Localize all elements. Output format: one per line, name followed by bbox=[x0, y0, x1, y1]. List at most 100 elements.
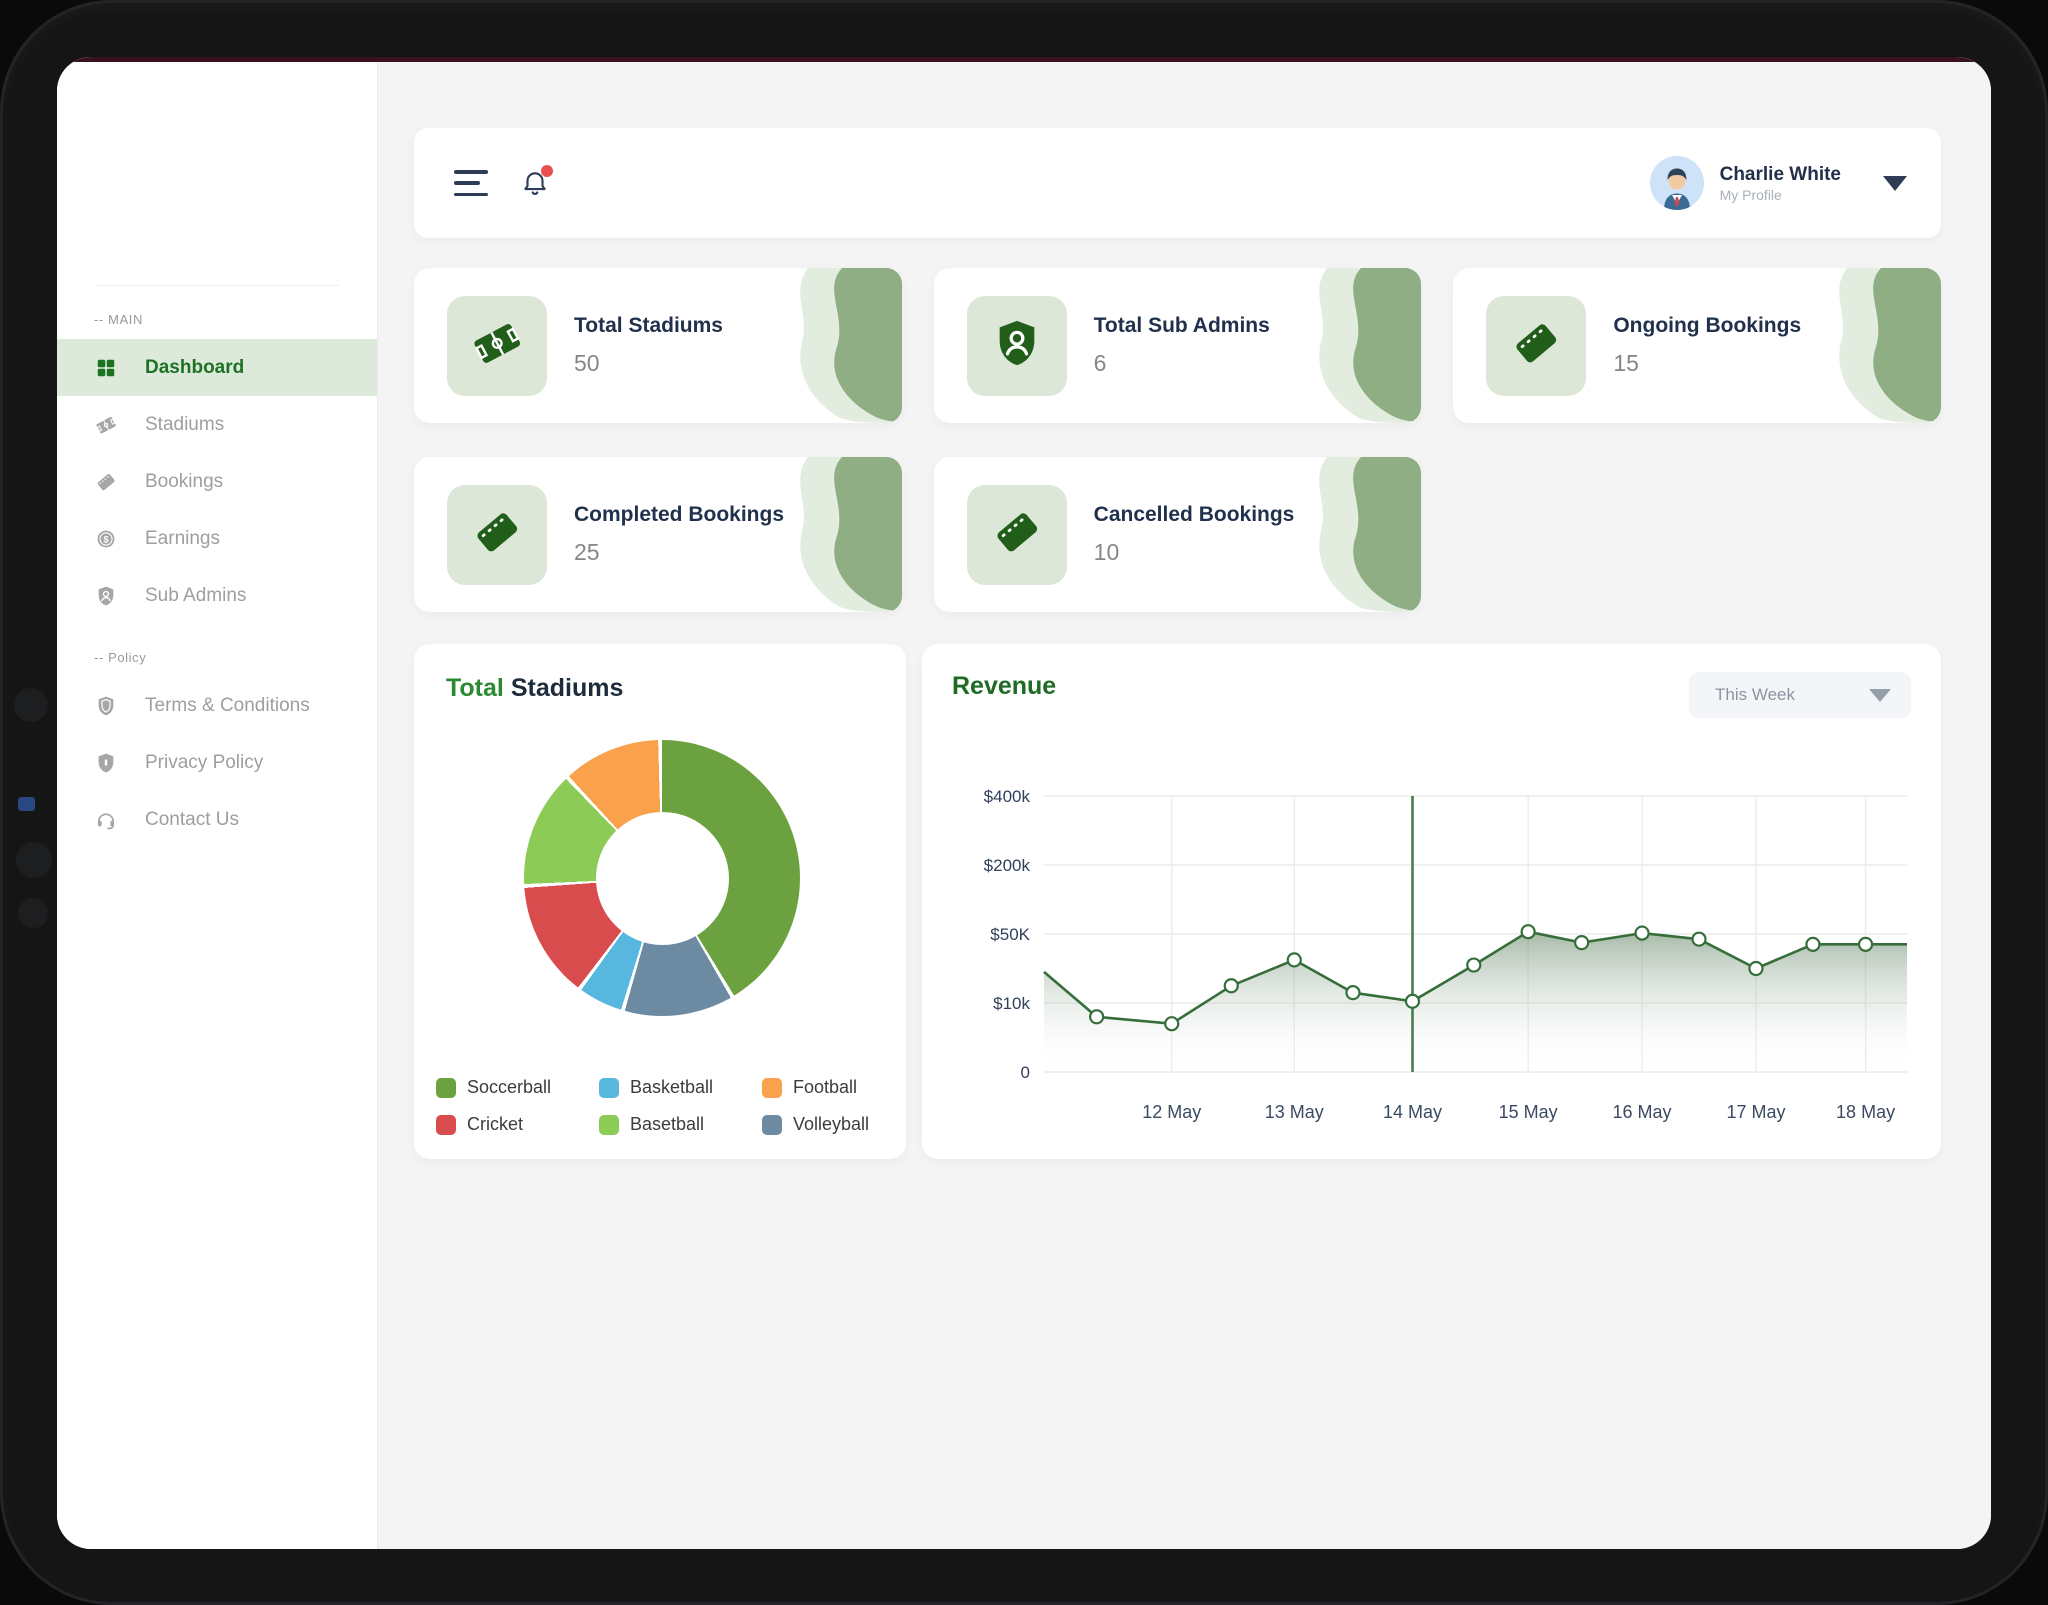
data-point-marker bbox=[1466, 957, 1482, 973]
stadium-icon bbox=[94, 413, 118, 437]
legend-item-volleyball: Volleyball bbox=[762, 1114, 869, 1135]
stat-card-cancelled-bookings: Cancelled Bookings 10 bbox=[933, 457, 1422, 612]
stat-title: Total Sub Admins bbox=[1093, 314, 1270, 337]
notification-dot bbox=[541, 165, 553, 177]
revenue-header: Revenue This Week bbox=[952, 672, 1911, 718]
stat-card-total-sub-admins: Total Sub Admins 6 bbox=[933, 268, 1422, 423]
legend-label: Cricket bbox=[467, 1114, 524, 1134]
svg-text:$: $ bbox=[103, 534, 108, 544]
x-axis-tick-label: 18 May bbox=[1836, 1102, 1895, 1122]
x-axis-tick-label: 15 May bbox=[1499, 1102, 1558, 1122]
sidebar-item-stadiums[interactable]: Stadiums bbox=[57, 396, 377, 453]
data-point-marker bbox=[1574, 935, 1590, 951]
sidebar-item-bookings[interactable]: Bookings bbox=[57, 453, 377, 510]
ticket-icon bbox=[1510, 317, 1562, 374]
donut-title-accent: Total bbox=[446, 674, 504, 702]
sidebar-section-label: -- MAIN bbox=[94, 312, 143, 327]
legend-item-cricket: Cricket bbox=[436, 1114, 593, 1135]
period-selector-dropdown[interactable]: This Week bbox=[1689, 672, 1911, 718]
avatar bbox=[1649, 156, 1704, 210]
sidebar-item-dashboard[interactable]: Dashboard bbox=[57, 339, 377, 396]
notification-bell-button[interactable] bbox=[520, 165, 553, 199]
sidebar-nav: -- MAIN Dashboard Stadiums Bookings $ Earning… bbox=[57, 286, 377, 848]
stat-card-completed-bookings: Completed Bookings 25 bbox=[414, 457, 902, 612]
ticket-icon bbox=[94, 470, 118, 494]
main-content: Charlie White My Profile Total Stadiums 5… bbox=[378, 57, 1991, 1549]
user-role: My Profile bbox=[1719, 186, 1782, 203]
sidebar-divider bbox=[95, 285, 339, 286]
y-axis-tick-label: $10k bbox=[993, 994, 1030, 1013]
stat-value: 6 bbox=[1093, 350, 1107, 376]
stat-texts: Total Sub Admins 6 bbox=[1094, 314, 1270, 377]
card-decor-blob bbox=[1839, 268, 1941, 423]
legend-swatch bbox=[762, 1077, 782, 1098]
donut-chart-title: Total Stadiums bbox=[446, 674, 874, 703]
data-point-marker bbox=[1691, 931, 1707, 947]
data-point-marker bbox=[1634, 925, 1650, 941]
headset-icon bbox=[94, 808, 118, 832]
bell-icon bbox=[524, 172, 546, 195]
card-decor-blob bbox=[1319, 268, 1422, 423]
hamburger-menu-button[interactable] bbox=[454, 170, 488, 196]
shield-user-icon bbox=[991, 317, 1043, 374]
shield-lock-icon bbox=[94, 751, 118, 775]
x-axis-tick-label: 17 May bbox=[1726, 1102, 1785, 1122]
x-axis-tick-label: 12 May bbox=[1142, 1102, 1201, 1122]
stat-icon-tile bbox=[447, 295, 547, 396]
donut-title-rest: Stadiums bbox=[510, 674, 624, 702]
sidebar-item-label: Stadiums bbox=[145, 413, 225, 435]
stat-value: 10 bbox=[1093, 539, 1120, 565]
profile-menu[interactable]: Charlie White My Profile bbox=[1649, 156, 1907, 210]
card-decor-blob bbox=[799, 457, 902, 612]
sidebar-item-label: Contact Us bbox=[145, 808, 239, 830]
legend-item-football: Football bbox=[762, 1077, 869, 1098]
data-point-marker bbox=[1404, 993, 1421, 1009]
stat-value: 50 bbox=[574, 350, 600, 376]
stat-title: Cancelled Bookings bbox=[1093, 503, 1295, 526]
total-stadiums-chart-card: Total Stadiums Soccerball Basketball Footb… bbox=[414, 644, 906, 1159]
legend-swatch bbox=[436, 1077, 456, 1098]
profile-chevron-down-icon bbox=[1883, 175, 1907, 191]
sidebar: -- MAIN Dashboard Stadiums Bookings $ Earning… bbox=[57, 57, 378, 1549]
data-point-marker bbox=[1223, 978, 1239, 994]
charts-row: Total Stadiums Soccerball Basketball Footb… bbox=[414, 644, 1941, 1159]
donut-legend: Soccerball Basketball Football Cricket Baset… bbox=[436, 1077, 869, 1135]
sidebar-item-terms-conditions[interactable]: Terms & Conditions bbox=[57, 677, 377, 734]
x-axis-tick-label: 16 May bbox=[1613, 1102, 1672, 1122]
stadium-icon bbox=[471, 317, 523, 374]
stat-value: 15 bbox=[1613, 350, 1639, 376]
stat-value: 25 bbox=[574, 539, 600, 565]
sidebar-item-label: Terms & Conditions bbox=[145, 694, 310, 716]
stat-texts: Completed Bookings 25 bbox=[574, 503, 784, 566]
legend-swatch bbox=[599, 1114, 619, 1135]
topbar: Charlie White My Profile bbox=[414, 128, 1941, 238]
ticket-icon bbox=[991, 506, 1043, 563]
legend-swatch bbox=[599, 1077, 619, 1098]
stat-card-ongoing-bookings: Ongoing Bookings 15 bbox=[1453, 268, 1941, 423]
revenue-title: Revenue bbox=[952, 672, 1057, 700]
legend-label: Basetball bbox=[630, 1114, 705, 1134]
sidebar-item-earnings[interactable]: $ Earnings bbox=[57, 510, 377, 567]
legend-item-soccerball: Soccerball bbox=[436, 1077, 593, 1098]
sidebar-item-sub-admins[interactable]: Sub Admins bbox=[57, 567, 377, 624]
legend-label: Volleyball bbox=[793, 1114, 870, 1134]
data-point-marker bbox=[1857, 936, 1874, 952]
stat-title: Ongoing Bookings bbox=[1613, 314, 1802, 337]
data-point-marker bbox=[1748, 960, 1764, 977]
user-name: Charlie White bbox=[1719, 164, 1841, 186]
bezel-led bbox=[18, 797, 35, 811]
stat-icon-tile bbox=[1486, 295, 1587, 396]
legend-item-basetball: Basetball bbox=[599, 1114, 756, 1135]
ticket-icon bbox=[471, 506, 523, 563]
stat-title: Total Stadiums bbox=[574, 314, 723, 337]
sidebar-item-contact-us[interactable]: Contact Us bbox=[57, 791, 377, 848]
y-axis-tick-label: $200k bbox=[984, 856, 1031, 875]
sidebar-item-label: Earnings bbox=[145, 527, 220, 549]
stat-card-total-stadiums: Total Stadiums 50 bbox=[414, 268, 902, 423]
legend-label: Basketball bbox=[630, 1077, 714, 1097]
sidebar-item-privacy-policy[interactable]: Privacy Policy bbox=[57, 734, 377, 791]
data-point-marker bbox=[1286, 952, 1302, 968]
period-chevron-down-icon bbox=[1869, 688, 1891, 702]
data-point-marker bbox=[1089, 1009, 1105, 1025]
stat-texts: Total Stadiums 50 bbox=[574, 314, 723, 377]
